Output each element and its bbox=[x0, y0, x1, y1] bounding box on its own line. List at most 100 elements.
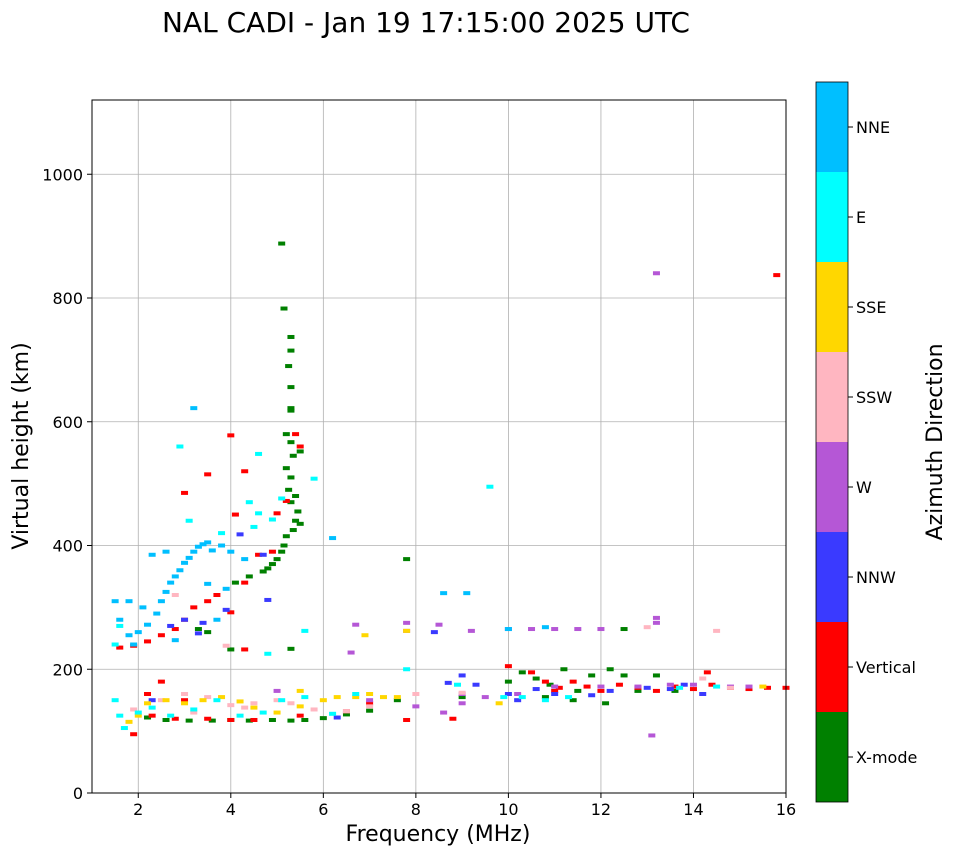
data-point bbox=[111, 642, 119, 647]
data-point bbox=[162, 717, 170, 722]
data-point bbox=[130, 642, 138, 647]
data-point bbox=[241, 647, 249, 652]
plot-frame bbox=[91, 99, 787, 794]
data-point bbox=[157, 599, 165, 604]
data-point bbox=[296, 521, 304, 526]
colorbar-tick-label: NNE bbox=[856, 118, 890, 137]
colorbar-tick-label: W bbox=[856, 478, 872, 497]
colorbar-segment bbox=[816, 622, 848, 712]
data-point bbox=[588, 673, 596, 678]
data-point bbox=[294, 509, 302, 514]
colorbar-tick-label: SSE bbox=[856, 298, 886, 317]
data-point bbox=[176, 444, 184, 449]
data-point bbox=[689, 687, 697, 692]
data-point bbox=[602, 701, 610, 706]
data-point bbox=[560, 667, 568, 672]
data-point bbox=[606, 688, 614, 693]
data-point bbox=[597, 684, 605, 689]
data-point bbox=[597, 688, 605, 693]
data-point bbox=[574, 688, 582, 693]
data-point bbox=[241, 705, 249, 710]
y-tick-label: 200 bbox=[52, 660, 83, 679]
data-point bbox=[194, 631, 202, 636]
data-point bbox=[250, 705, 258, 710]
colorbar-segment bbox=[816, 532, 848, 622]
chart-title: NAL CADI - Jan 19 17:15:00 2025 UTC bbox=[162, 6, 690, 39]
data-point bbox=[301, 695, 309, 700]
colorbar-tick-label: Vertical bbox=[856, 658, 916, 677]
data-point bbox=[287, 475, 295, 480]
data-point bbox=[565, 695, 573, 700]
data-point bbox=[227, 549, 235, 554]
data-point bbox=[528, 670, 536, 675]
data-point bbox=[134, 630, 142, 635]
data-point bbox=[287, 440, 295, 445]
data-point bbox=[116, 645, 124, 650]
data-point bbox=[171, 593, 179, 597]
data-point bbox=[282, 466, 290, 471]
data-point bbox=[185, 555, 193, 560]
data-point bbox=[227, 433, 235, 438]
data-point bbox=[245, 574, 253, 579]
data-point bbox=[319, 716, 327, 721]
data-point bbox=[541, 625, 549, 630]
data-point bbox=[296, 688, 304, 693]
data-point bbox=[218, 695, 226, 700]
series-e bbox=[111, 444, 721, 731]
data-point bbox=[111, 599, 119, 604]
data-point bbox=[285, 487, 293, 492]
data-point bbox=[393, 698, 401, 703]
data-point bbox=[227, 647, 235, 652]
colorbar-tick-label: E bbox=[856, 208, 866, 227]
data-point bbox=[458, 695, 466, 700]
data-point bbox=[204, 581, 212, 586]
data-point bbox=[125, 599, 133, 604]
data-point bbox=[319, 698, 327, 703]
data-point bbox=[366, 701, 374, 706]
data-point bbox=[287, 646, 295, 651]
data-point bbox=[273, 710, 281, 715]
data-point bbox=[181, 701, 189, 706]
data-point bbox=[333, 715, 341, 720]
data-point bbox=[204, 630, 212, 635]
data-point bbox=[393, 695, 401, 700]
data-point bbox=[713, 628, 721, 633]
data-point bbox=[144, 692, 152, 696]
data-point bbox=[218, 543, 226, 548]
data-point bbox=[134, 713, 142, 718]
data-point bbox=[157, 698, 165, 703]
data-point bbox=[213, 593, 221, 597]
data-point bbox=[185, 518, 193, 523]
data-point bbox=[255, 451, 263, 456]
data-point bbox=[255, 552, 263, 557]
data-point bbox=[500, 695, 508, 700]
data-point bbox=[120, 726, 128, 731]
data-point bbox=[546, 682, 554, 687]
data-point bbox=[518, 695, 526, 700]
data-point bbox=[403, 667, 411, 672]
data-point bbox=[458, 701, 466, 706]
data-point bbox=[620, 673, 628, 678]
data-point bbox=[403, 628, 411, 633]
y-tick-label: 600 bbox=[52, 413, 83, 432]
data-point bbox=[296, 704, 304, 709]
colorbar-tick-label: X-mode bbox=[856, 748, 917, 767]
data-point bbox=[379, 695, 387, 700]
data-point bbox=[125, 719, 133, 724]
data-point bbox=[236, 532, 244, 537]
colorbar-tick-label: NNW bbox=[856, 568, 896, 587]
data-point bbox=[310, 476, 318, 481]
data-point bbox=[255, 511, 263, 516]
data-point bbox=[130, 732, 138, 737]
x-tick-label: 6 bbox=[318, 800, 328, 819]
data-point bbox=[528, 627, 536, 632]
data-point bbox=[162, 549, 170, 554]
data-point bbox=[236, 713, 244, 718]
data-point bbox=[463, 591, 471, 596]
data-point bbox=[148, 705, 156, 710]
data-point bbox=[342, 709, 350, 714]
data-point bbox=[708, 682, 716, 687]
data-point bbox=[541, 695, 549, 700]
data-point bbox=[268, 562, 276, 567]
data-point bbox=[296, 444, 304, 449]
